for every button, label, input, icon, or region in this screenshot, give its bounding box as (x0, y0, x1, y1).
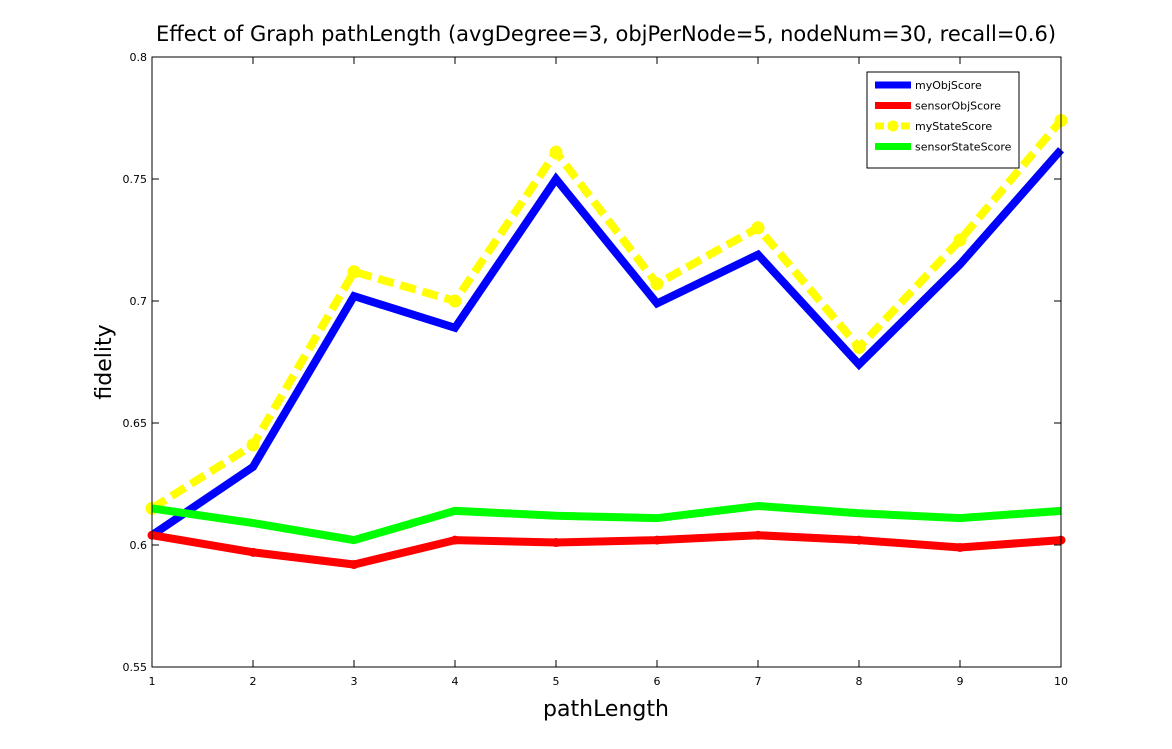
x-tick-label: 4 (452, 675, 459, 688)
series-marker-myStateScore (549, 145, 563, 159)
series-marker-sensorObjScore (248, 547, 258, 557)
series-marker-myStateScore (650, 277, 664, 291)
y-tick-label: 0.65 (123, 417, 148, 430)
legend-label: myObjScore (915, 79, 982, 92)
series-marker-sensorObjScore (753, 530, 763, 540)
y-tick-label: 0.8 (130, 51, 148, 64)
chart-title: Effect of Graph pathLength (avgDegree=3,… (156, 22, 1056, 46)
y-axis-title: fidelity (92, 324, 117, 399)
series-marker-sensorObjScore (955, 542, 965, 552)
series-marker-myStateScore (246, 438, 260, 452)
x-tick-label: 2 (250, 675, 257, 688)
series-marker-sensorObjScore (450, 535, 460, 545)
x-tick-label: 5 (553, 675, 560, 688)
x-tick-label: 6 (654, 675, 661, 688)
x-tick-label: 8 (856, 675, 863, 688)
x-tick-label: 9 (957, 675, 964, 688)
y-tick-label: 0.55 (123, 661, 148, 674)
series-lines (145, 113, 1068, 570)
series-line-sensorObjScore (151, 531, 1062, 569)
legend-label: sensorStateScore (915, 141, 1012, 154)
legend-marker-myStateScore (887, 120, 899, 132)
legend: myObjScore sensorObjScore myStateScore sens… (866, 71, 1020, 169)
x-tick-label: 1 (149, 675, 156, 688)
series-marker-sensorObjScore (652, 535, 662, 545)
series-line-myObjScore (149, 147, 1065, 539)
x-axis-title: pathLength (543, 697, 669, 722)
axes: 1 2 3 4 5 6 7 8 9 10 0.55 0.6 0.65 0.7 0.75 0.8 (123, 51, 1069, 688)
x-tick-label: 3 (351, 675, 358, 688)
y-tick-label: 0.75 (123, 173, 148, 186)
legend-label: myStateScore (915, 120, 992, 133)
series-marker-sensorObjScore (349, 560, 359, 570)
series-marker-myStateScore (448, 294, 462, 308)
x-tick-label: 10 (1054, 675, 1068, 688)
y-tick-label: 0.6 (130, 539, 148, 552)
series-marker-sensorObjScore (551, 538, 561, 548)
series-marker-myStateScore (953, 233, 967, 247)
series-marker-sensorObjScore (854, 535, 864, 545)
y-tick-label: 0.7 (130, 295, 148, 308)
legend-marker-sensorObjScore (889, 102, 897, 109)
x-tick-label: 7 (755, 675, 762, 688)
series-line-myStateScore (149, 117, 1065, 512)
series-marker-myStateScore (852, 340, 866, 354)
series-marker-myStateScore (751, 221, 765, 235)
legend-label: sensorObjScore (915, 100, 1001, 113)
series-line-sensorStateScore (151, 501, 1062, 545)
axes-box (151, 56, 1062, 668)
series-marker-myStateScore (347, 265, 361, 279)
